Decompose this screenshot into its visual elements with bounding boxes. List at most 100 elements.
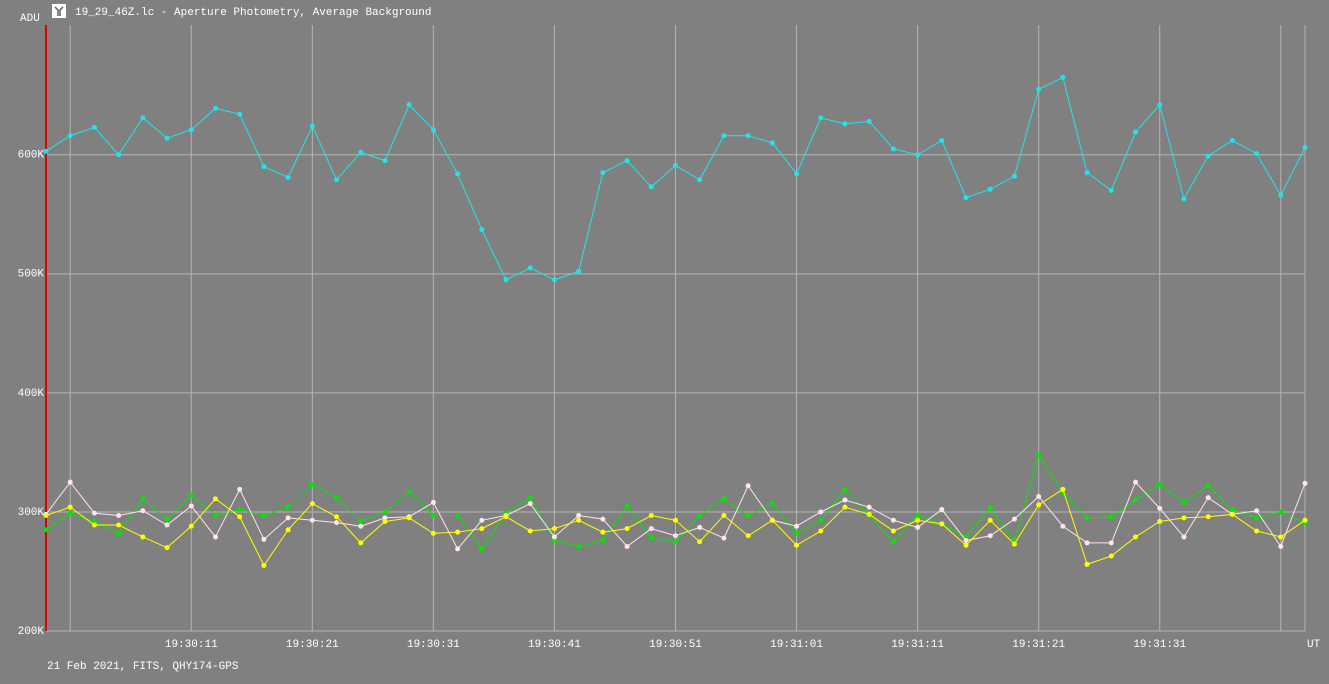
data-point — [1084, 515, 1090, 521]
data-point — [866, 118, 872, 124]
data-point — [939, 507, 945, 513]
data-point — [455, 171, 461, 177]
data-point — [673, 533, 678, 539]
data-point — [334, 514, 340, 520]
data-point — [576, 517, 582, 523]
data-point — [140, 115, 146, 121]
data-point — [67, 504, 73, 510]
data-point — [648, 513, 654, 519]
data-point — [188, 523, 194, 529]
data-point — [455, 546, 461, 552]
data-point — [915, 517, 921, 523]
data-point — [1157, 102, 1163, 108]
data-point — [1254, 528, 1260, 534]
data-point — [1229, 507, 1235, 513]
data-point — [794, 523, 800, 529]
data-point — [382, 509, 388, 515]
data-point — [963, 195, 969, 201]
data-point — [309, 123, 315, 129]
data-point — [430, 127, 436, 133]
data-point — [1278, 543, 1284, 549]
data-point — [91, 518, 97, 524]
data-point — [188, 492, 194, 498]
data-point — [358, 149, 364, 155]
data-point — [1011, 173, 1017, 179]
data-point — [527, 528, 533, 534]
data-point — [309, 517, 315, 523]
app-icon-glyph — [54, 6, 64, 16]
x-tick-label: 19:30:21 — [286, 639, 339, 651]
data-point — [890, 146, 896, 152]
data-point — [406, 489, 412, 495]
data-point — [890, 517, 896, 523]
footer: 21 Feb 2021, FITS, QHY174-GPS — [47, 661, 239, 673]
data-point — [479, 526, 485, 532]
data-point — [1084, 170, 1090, 176]
data-point — [1108, 540, 1114, 546]
data-point — [164, 516, 170, 522]
data-point — [358, 540, 364, 546]
data-point — [285, 527, 291, 533]
y-tick-label: 400K — [18, 388, 45, 400]
data-point — [576, 513, 582, 519]
data-point — [794, 530, 800, 536]
data-point — [140, 508, 146, 514]
data-point — [67, 510, 73, 516]
data-point — [1084, 561, 1090, 567]
data-point — [527, 501, 533, 507]
data-point — [91, 124, 97, 130]
data-point — [43, 513, 49, 519]
data-point — [1157, 518, 1163, 524]
data-point — [987, 533, 993, 539]
data-point — [1133, 497, 1139, 503]
data-point — [116, 152, 122, 158]
data-point — [624, 526, 630, 532]
data-point — [116, 530, 122, 536]
y-tick-label: 600K — [18, 150, 45, 162]
data-point — [1084, 540, 1090, 546]
data-point — [551, 526, 557, 532]
data-point — [140, 496, 146, 502]
data-point — [987, 505, 993, 511]
data-point — [600, 516, 606, 522]
data-point — [334, 520, 340, 526]
data-point — [237, 111, 243, 117]
data-point — [624, 543, 630, 549]
data-point — [1254, 515, 1260, 521]
data-point — [285, 515, 291, 521]
data-point — [116, 513, 122, 519]
data-point — [745, 533, 751, 539]
data-point — [1302, 517, 1308, 523]
chart-title: 19_29_46Z.lc - Aperture Photometry, Aver… — [75, 7, 431, 19]
data-point — [43, 527, 49, 533]
data-point — [455, 513, 461, 519]
data-point — [188, 127, 194, 133]
data-point — [624, 158, 630, 164]
y-tick-label: 300K — [18, 507, 45, 519]
data-point — [624, 503, 630, 509]
data-point — [1060, 523, 1066, 529]
data-point — [551, 538, 557, 544]
data-point — [406, 102, 412, 108]
data-point — [600, 170, 606, 176]
data-point — [503, 277, 509, 283]
data-point — [1157, 505, 1163, 511]
data-point — [1036, 493, 1042, 499]
data-point — [648, 526, 654, 532]
data-point — [576, 543, 582, 549]
data-point — [116, 522, 122, 528]
data-point — [769, 140, 775, 146]
data-point — [1205, 483, 1211, 489]
data-point — [1157, 482, 1163, 488]
data-point — [1181, 196, 1187, 202]
data-point — [1108, 514, 1114, 520]
data-point — [1036, 502, 1042, 508]
data-point — [1011, 541, 1017, 547]
data-point — [842, 121, 848, 127]
data-point — [600, 538, 606, 544]
data-point — [479, 517, 485, 523]
data-point — [455, 529, 461, 535]
data-point — [212, 513, 218, 519]
